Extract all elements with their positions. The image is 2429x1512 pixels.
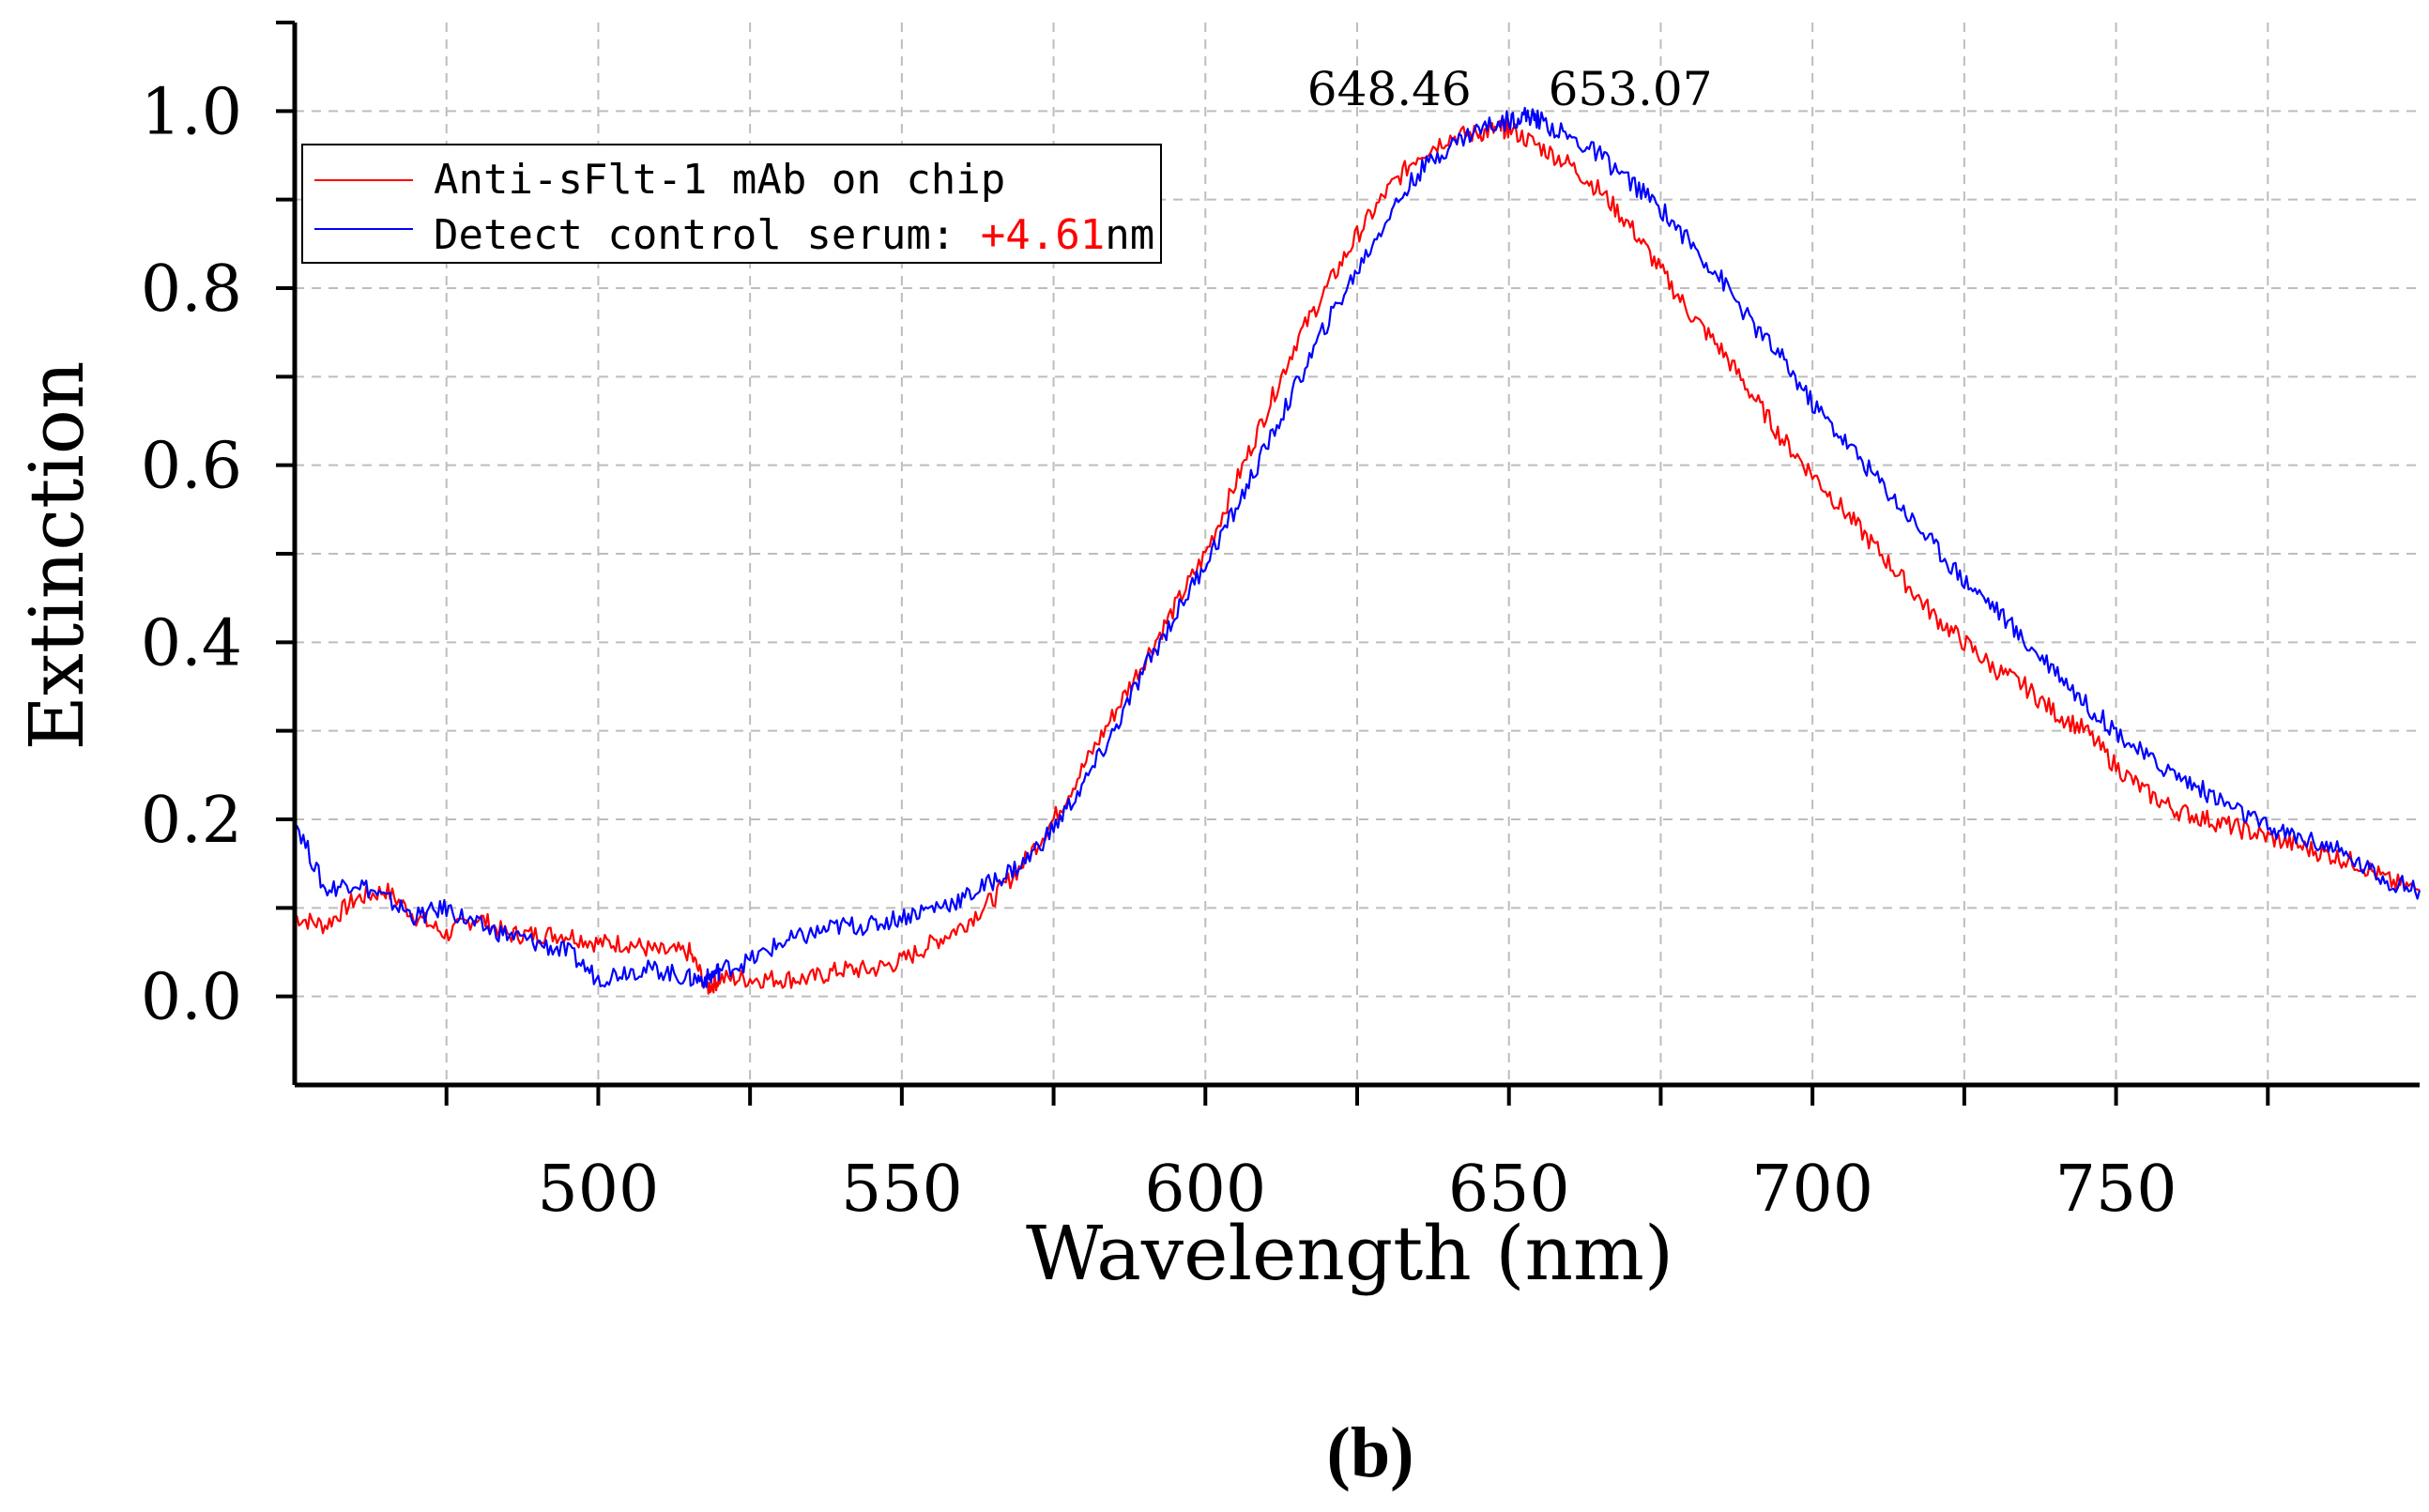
y-tick-label: 0.0 <box>141 961 242 1035</box>
x-axis-title: Wavelength (nm) <box>1026 1210 1673 1297</box>
x-tick-label: 550 <box>841 1153 963 1227</box>
legend-label-serum: Detect control serum: +4.61nm <box>434 211 1154 259</box>
legend-box <box>301 144 1162 264</box>
series-lines <box>294 106 2421 995</box>
x-tick-label: 750 <box>2055 1153 2177 1227</box>
y-tick-label: 0.2 <box>141 784 242 858</box>
y-tick-label: 0.6 <box>141 430 242 504</box>
series-line-antibody <box>294 118 2421 995</box>
y-axis-title: Extinction <box>13 361 100 751</box>
x-tick-label: 650 <box>1448 1153 1570 1227</box>
panel-label: (b) <box>1327 1413 1414 1492</box>
y-tick-label: 0.8 <box>141 252 242 327</box>
x-tick-label: 700 <box>1751 1153 1873 1227</box>
x-tick-label: 500 <box>538 1153 660 1227</box>
legend-label-antibody: Anti-sFlt-1 mAb on chip <box>434 156 1005 204</box>
series-line-serum <box>294 106 2421 989</box>
y-axis-ticks: 0.0 0.2 0.4 0.6 0.8 1.0 <box>141 21 295 1035</box>
x-axis-ticks: 500 550 600 650 700 750 <box>444 1085 2270 1227</box>
peak-label-serum: 653.07 <box>1549 62 1713 116</box>
legend-label-serum-text: Detect control serum: <box>434 211 981 259</box>
y-tick-label: 0.4 <box>141 606 242 680</box>
legend: Anti-sFlt-1 mAb on chip Detect control s… <box>301 144 1162 264</box>
legend-shift-value: +4.61 <box>981 211 1105 259</box>
peak-annotations: 648.46 653.07 <box>1307 62 1713 116</box>
y-tick-label: 1.0 <box>141 75 242 149</box>
x-tick-label: 600 <box>1144 1153 1266 1227</box>
peak-label-antibody: 648.46 <box>1307 62 1472 116</box>
legend-shift-unit: nm <box>1105 211 1154 259</box>
